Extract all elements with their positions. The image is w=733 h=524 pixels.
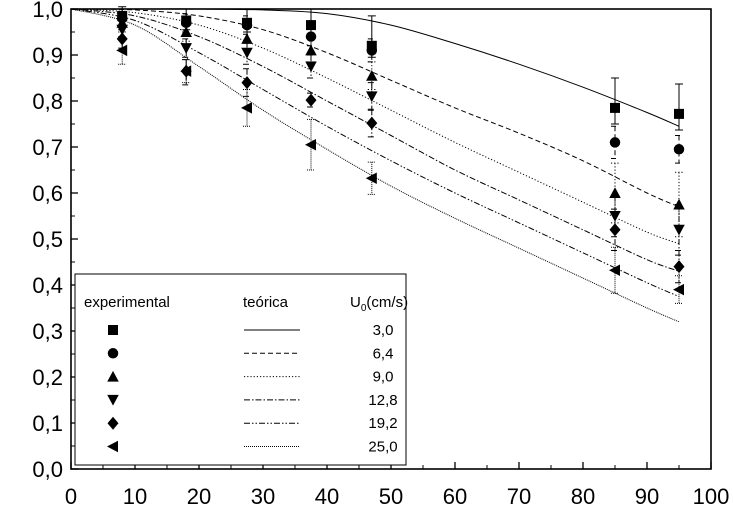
legend-header-experimental: experimental bbox=[84, 294, 170, 311]
legend-marker bbox=[107, 440, 118, 453]
data-point bbox=[365, 172, 377, 185]
theory-curve-2 bbox=[70, 8, 680, 245]
x-tick-label: 0 bbox=[65, 484, 77, 509]
data-point bbox=[180, 17, 192, 29]
theory-curve-0 bbox=[71, 8, 680, 127]
y-tick-label: 0,0 bbox=[32, 457, 63, 482]
data-point bbox=[116, 44, 128, 57]
legend-header-u0-subscript: 0 bbox=[361, 303, 367, 314]
data-markers bbox=[116, 10, 685, 296]
y-axis: 0,0 0,1 0,2 0,3 0,4 0,5 0,6 0,7 0,8 0,9 1,0 bbox=[32, 0, 78, 482]
y-tick-label: 0,6 bbox=[32, 181, 63, 206]
data-point bbox=[305, 31, 317, 42]
data-point bbox=[180, 65, 192, 77]
y-tick-label: 0,7 bbox=[32, 135, 63, 160]
data-point bbox=[609, 264, 620, 277]
legend-marker bbox=[107, 348, 119, 359]
data-point bbox=[241, 33, 253, 44]
data-point bbox=[241, 19, 253, 31]
data-point bbox=[366, 116, 378, 130]
legend-rows: 3,0 6,4 9,0 12,8 19,2 25,0 bbox=[107, 322, 398, 456]
data-point bbox=[180, 43, 192, 54]
theory-curve-3 bbox=[70, 8, 680, 272]
data-point bbox=[366, 91, 378, 103]
data-point bbox=[673, 283, 684, 296]
data-point bbox=[609, 137, 621, 148]
data-point bbox=[609, 211, 621, 222]
y-tick-label: 1,0 bbox=[32, 0, 63, 22]
data-point bbox=[116, 24, 128, 36]
legend-header-theoretical: teórica bbox=[243, 294, 289, 311]
theory-curve-1 bbox=[70, 8, 680, 208]
data-point bbox=[610, 102, 620, 113]
data-point bbox=[116, 32, 128, 46]
data-point bbox=[241, 47, 253, 59]
data-point bbox=[180, 26, 192, 37]
data-point bbox=[306, 20, 316, 31]
x-tick-label: 30 bbox=[251, 484, 275, 509]
x-tick-label: 70 bbox=[507, 484, 531, 509]
data-point bbox=[305, 93, 317, 107]
error-bar bbox=[675, 135, 683, 164]
data-point bbox=[673, 198, 685, 210]
data-point bbox=[241, 102, 252, 114]
data-point bbox=[673, 224, 685, 236]
y-tick-label: 0,9 bbox=[32, 43, 63, 68]
error-bar bbox=[182, 59, 191, 84]
y-tick-label: 0,1 bbox=[32, 411, 63, 436]
y-tick-label: 0,2 bbox=[32, 365, 63, 390]
y-tick-label: 0,5 bbox=[32, 227, 63, 252]
error-bar bbox=[367, 108, 376, 138]
x-tick-label: 20 bbox=[187, 484, 211, 509]
data-point bbox=[305, 44, 317, 56]
legend-marker bbox=[107, 416, 119, 430]
x-tick-label: 100 bbox=[693, 484, 730, 509]
data-point bbox=[674, 108, 684, 119]
legend-marker bbox=[108, 325, 118, 335]
legend: experimental teórica U0(cm/s) 3,0 6,4 9,0 1… bbox=[74, 273, 408, 466]
legend-entry-label: 19,2 bbox=[368, 415, 397, 432]
x-tick-label: 40 bbox=[315, 484, 339, 509]
legend-header-u0-unit: (cm/s) bbox=[366, 294, 408, 311]
legend-marker bbox=[107, 370, 119, 382]
data-point bbox=[673, 260, 685, 274]
y-tick-label: 0,4 bbox=[32, 273, 63, 298]
theory-curves bbox=[70, 8, 680, 323]
data-point bbox=[609, 187, 621, 198]
theory-curve-4 bbox=[70, 8, 680, 297]
error-bars bbox=[118, 6, 683, 304]
data-point bbox=[241, 76, 253, 90]
legend-entry-label: 9,0 bbox=[373, 369, 394, 386]
error-bar bbox=[675, 275, 683, 304]
legend-marker bbox=[107, 394, 119, 406]
data-point bbox=[305, 138, 316, 151]
legend-header-u0: U0(cm/s) bbox=[350, 294, 408, 314]
y-tick-label: 0,3 bbox=[32, 319, 63, 344]
legend-entry-label: 25,0 bbox=[368, 439, 397, 456]
theory-curve-5 bbox=[70, 8, 680, 323]
error-bar bbox=[307, 118, 315, 171]
legend-entry-label: 6,4 bbox=[373, 345, 394, 362]
error-bar bbox=[675, 83, 683, 131]
data-point bbox=[366, 69, 378, 81]
data-point bbox=[366, 45, 378, 56]
x-tick-label: 80 bbox=[571, 484, 595, 509]
data-point bbox=[609, 223, 621, 237]
data-point bbox=[673, 144, 685, 155]
y-tick-label: 0,8 bbox=[32, 89, 63, 114]
legend-entry-label: 12,8 bbox=[368, 392, 397, 409]
legend-entry-label: 3,0 bbox=[373, 322, 394, 339]
x-axis: 0 10 20 30 40 50 60 70 80 90 100 bbox=[65, 462, 729, 509]
legend-header-u0-symbol: U bbox=[350, 294, 361, 311]
legend-box bbox=[74, 273, 407, 466]
error-bar bbox=[611, 77, 619, 125]
data-point bbox=[305, 61, 317, 73]
x-tick-label: 60 bbox=[443, 484, 467, 509]
x-tick-label: 10 bbox=[123, 484, 147, 509]
x-tick-label: 90 bbox=[635, 484, 659, 509]
x-tick-label: 50 bbox=[379, 484, 403, 509]
